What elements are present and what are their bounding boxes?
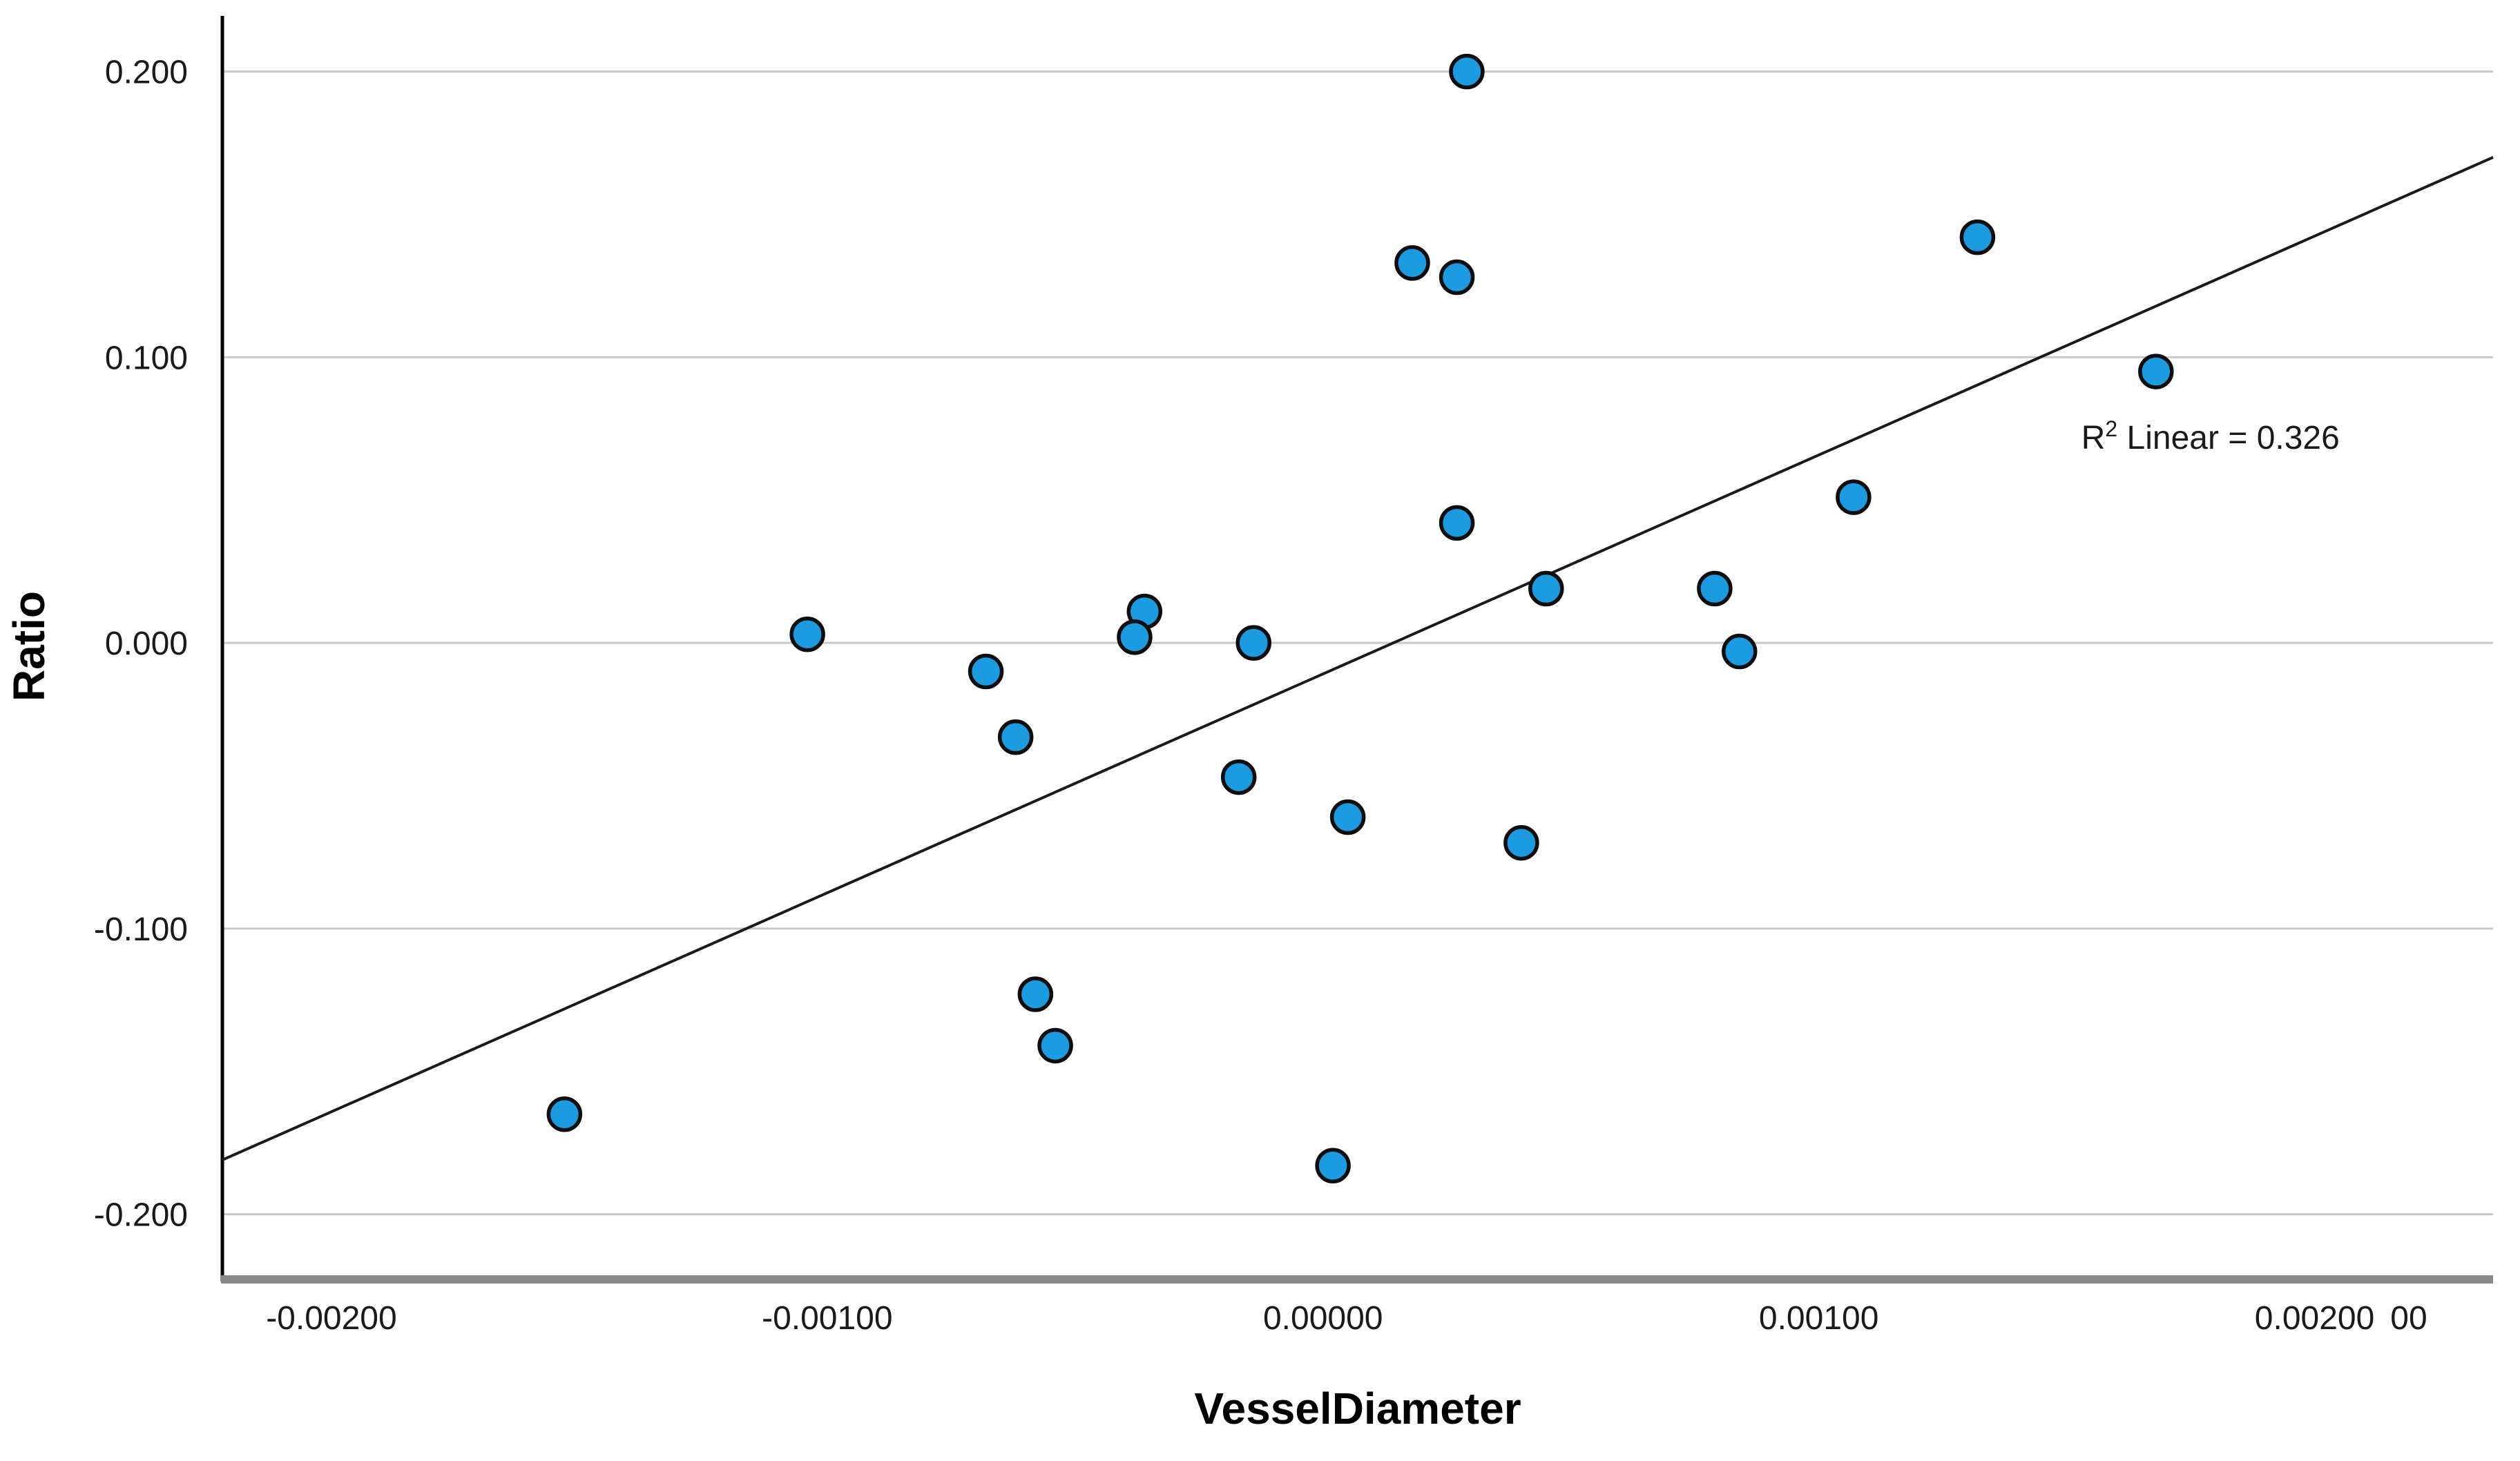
data-point [968,653,1004,690]
data-point [2138,354,2174,389]
x-tick-label: 0.00200 [2255,1300,2375,1337]
regression-line [222,155,2494,1161]
x-tick-label: 0.00100 [1759,1300,1879,1337]
data-point [1017,976,1054,1012]
data-point [546,1096,583,1132]
data-point [1037,1027,1073,1064]
data-point [1722,633,1758,670]
data-point [1439,259,1475,296]
data-point [1449,53,1485,90]
data-point [1836,479,1872,515]
data-point [1220,759,1257,795]
data-point [1503,824,1539,861]
data-point [1329,799,1366,835]
data-point [1117,619,1153,655]
data-point [1697,570,1733,607]
data-points-layer [546,53,2174,1183]
data-point [1528,570,1564,607]
y-tick-label: 0.100 [105,340,188,376]
x-tick-label: 0.00000 [1263,1300,1383,1337]
x-tick-label: -0.00100 [762,1300,893,1337]
fit-line-layer [222,155,2494,1161]
x-axis-title: VesselDiameter [1194,1384,1521,1433]
y-axis-title: Ratio [4,591,54,702]
y-tick-label: -0.200 [94,1197,188,1234]
x-tick-label-partial: 00 [2390,1300,2427,1337]
r-squared-annotation: R2 Linear = 0.326 [2081,416,2340,456]
data-point [1394,245,1430,281]
data-point [1959,219,1996,255]
data-point [1235,625,1271,661]
data-point [997,719,1034,755]
gridlines-layer [222,70,2493,1216]
data-point [789,616,825,652]
data-point [1439,505,1475,541]
data-point [1315,1148,1351,1183]
axes-layer [220,16,2493,1284]
y-tick-label: -0.100 [94,911,188,948]
x-tick-label: -0.00200 [266,1300,397,1337]
tick-labels-layer: 0.200 0.100 0.000 -0.100 -0.200 -0.00200 -0.00… [94,55,2427,1337]
y-tick-label: 0.200 [105,55,188,91]
y-tick-label: 0.000 [105,626,188,662]
